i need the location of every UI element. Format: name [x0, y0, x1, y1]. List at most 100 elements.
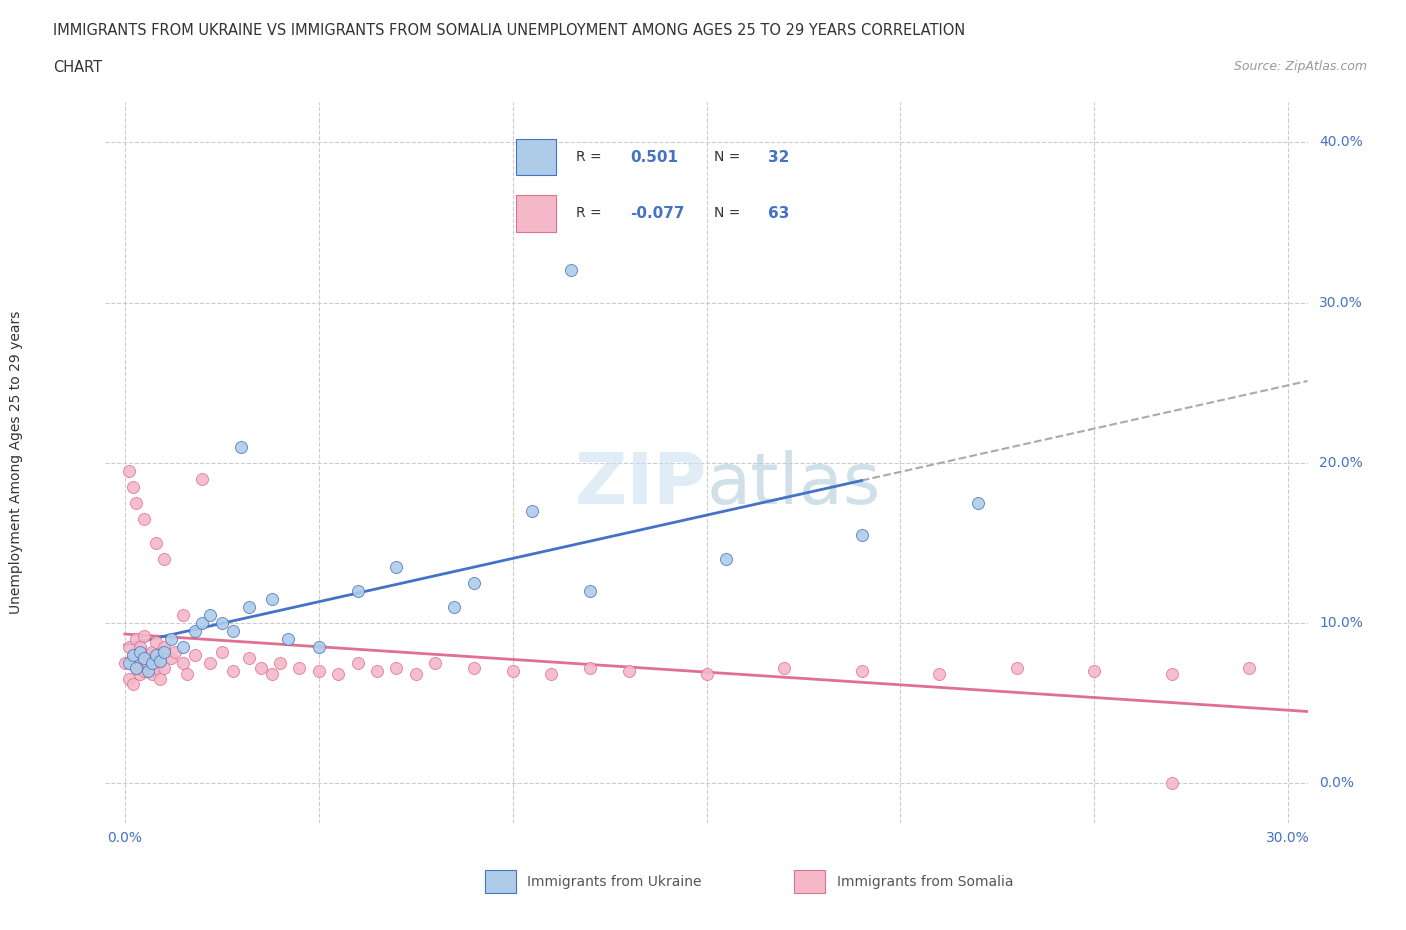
Point: [121, 676, 143, 691]
Point: [121, 647, 143, 662]
Point: [326, 667, 349, 682]
Point: [1160, 776, 1182, 790]
Point: [262, 591, 284, 606]
Point: [520, 503, 543, 518]
Point: [1160, 667, 1182, 682]
Point: [1005, 660, 1028, 675]
Point: [463, 576, 485, 591]
Point: [149, 654, 172, 669]
Point: [152, 640, 174, 655]
Point: [1083, 663, 1105, 678]
Point: [269, 656, 291, 671]
Point: [366, 663, 388, 678]
Point: [238, 600, 260, 615]
Point: [145, 536, 167, 551]
Point: [160, 651, 183, 666]
Point: [443, 600, 465, 615]
Point: [346, 583, 368, 598]
Point: [211, 616, 233, 631]
Point: [928, 667, 950, 682]
Point: [118, 463, 141, 478]
Point: [145, 660, 167, 675]
Text: atlas: atlas: [707, 450, 882, 519]
Point: [121, 651, 143, 666]
Point: [141, 644, 163, 659]
Text: 20.0%: 20.0%: [1319, 456, 1362, 470]
Point: [851, 527, 873, 542]
Point: [129, 640, 152, 655]
Point: [191, 616, 214, 631]
Point: [211, 644, 233, 659]
Point: [118, 671, 141, 686]
Point: [134, 629, 156, 644]
Point: [145, 634, 167, 649]
Point: [308, 640, 330, 655]
Point: [176, 667, 198, 682]
Point: [423, 656, 446, 671]
Point: [346, 656, 368, 671]
Point: [405, 667, 427, 682]
Point: [118, 640, 141, 655]
Point: [579, 583, 602, 598]
Text: Immigrants from Ukraine: Immigrants from Ukraine: [527, 874, 702, 889]
Point: [152, 644, 174, 659]
Text: Source: ZipAtlas.com: Source: ZipAtlas.com: [1233, 60, 1367, 73]
Point: [129, 644, 152, 659]
Point: [308, 663, 330, 678]
Point: [134, 651, 156, 666]
Point: [125, 660, 148, 675]
Point: [136, 656, 159, 671]
Text: Unemployment Among Ages 25 to 29 years: Unemployment Among Ages 25 to 29 years: [10, 311, 24, 615]
Point: [172, 607, 194, 622]
Text: IMMIGRANTS FROM UKRAINE VS IMMIGRANTS FROM SOMALIA UNEMPLOYMENT AMONG AGES 25 TO: IMMIGRANTS FROM UKRAINE VS IMMIGRANTS FR…: [53, 23, 966, 38]
Point: [198, 607, 221, 622]
Point: [160, 631, 183, 646]
Point: [152, 660, 174, 675]
Point: [288, 660, 311, 675]
Point: [222, 623, 245, 638]
Text: 10.0%: 10.0%: [1319, 616, 1362, 630]
Point: [463, 660, 485, 675]
Point: [222, 663, 245, 678]
Point: [617, 663, 640, 678]
Point: [502, 663, 524, 678]
Text: 30.0%: 30.0%: [1267, 831, 1310, 845]
Point: [172, 656, 194, 671]
Point: [141, 667, 163, 682]
Point: [141, 656, 163, 671]
Point: [579, 660, 602, 675]
Point: [165, 644, 187, 659]
Text: 30.0%: 30.0%: [1319, 296, 1362, 310]
Text: 40.0%: 40.0%: [1319, 136, 1362, 150]
Text: CHART: CHART: [53, 60, 103, 75]
Point: [773, 660, 796, 675]
Point: [118, 656, 141, 671]
Text: 0.0%: 0.0%: [1319, 776, 1354, 790]
Point: [145, 647, 167, 662]
Point: [262, 667, 284, 682]
Point: [134, 512, 156, 526]
Text: 0.0%: 0.0%: [107, 831, 142, 845]
Point: [125, 631, 148, 646]
Point: [134, 663, 156, 678]
Point: [125, 660, 148, 675]
Point: [191, 472, 214, 486]
Point: [152, 551, 174, 566]
Text: ZIP: ZIP: [574, 450, 707, 519]
Point: [540, 667, 562, 682]
Point: [136, 647, 159, 662]
Point: [136, 663, 159, 678]
Point: [125, 496, 148, 511]
Point: [172, 640, 194, 655]
Text: Immigrants from Somalia: Immigrants from Somalia: [837, 874, 1014, 889]
Point: [967, 496, 990, 511]
Point: [249, 660, 271, 675]
Point: [1239, 660, 1261, 675]
Point: [696, 667, 718, 682]
Point: [238, 651, 260, 666]
Point: [149, 671, 172, 686]
Point: [385, 559, 408, 574]
Point: [198, 656, 221, 671]
Point: [183, 647, 205, 662]
Point: [560, 263, 582, 278]
